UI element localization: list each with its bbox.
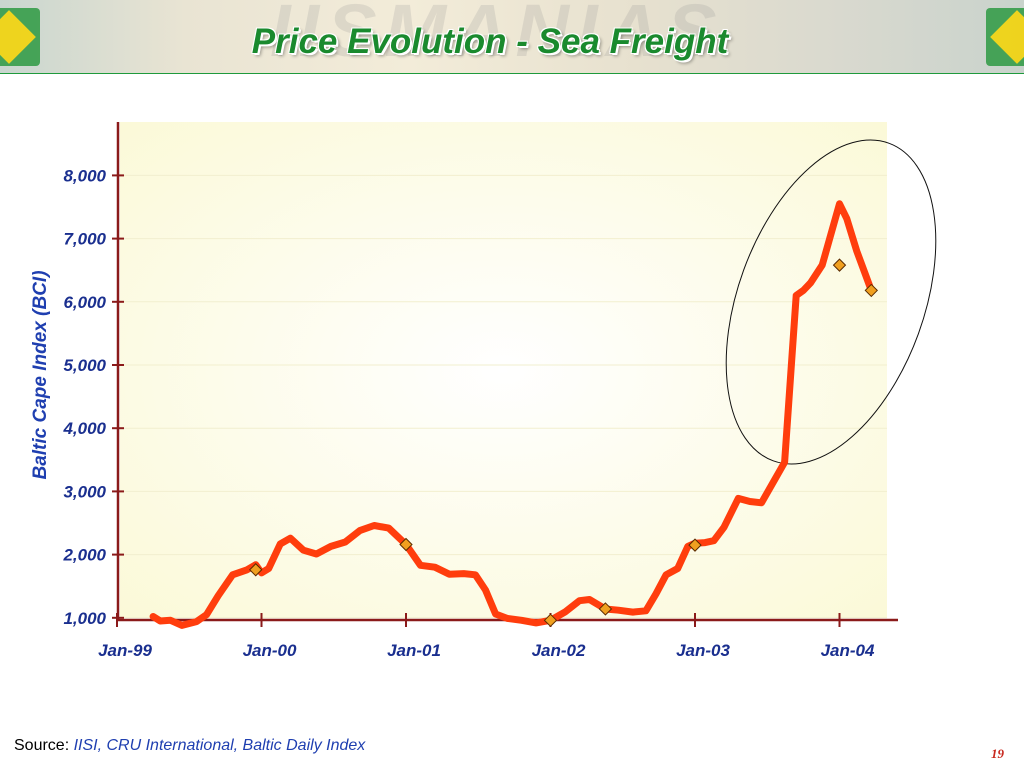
flag-icon-right bbox=[986, 8, 1024, 66]
series-line bbox=[149, 200, 875, 629]
y-tick-label: 7,000 bbox=[63, 230, 106, 249]
series-markers bbox=[249, 258, 878, 628]
header-banner: IISMANIAS bbox=[0, 0, 1024, 74]
data-point-marker bbox=[598, 602, 613, 616]
banner-background-graphic: IISMANIAS bbox=[270, 0, 725, 72]
x-tick-label: Jan-01 bbox=[387, 641, 441, 660]
y-tick-label: 4,000 bbox=[62, 419, 106, 438]
y-tick-label: 3,000 bbox=[63, 482, 106, 501]
data-point-marker bbox=[864, 283, 878, 298]
x-tick-label: Jan-02 bbox=[532, 641, 586, 660]
grid-lines bbox=[120, 174, 887, 619]
data-point-marker bbox=[399, 537, 413, 552]
source-label: Source: bbox=[14, 737, 74, 754]
x-tick-label: Jan-04 bbox=[821, 641, 875, 660]
y-tick-label: 2,000 bbox=[62, 546, 106, 565]
x-tick-label: Jan-99 bbox=[98, 641, 152, 660]
y-tick-label: 5,000 bbox=[63, 356, 106, 375]
source-value: IISI, CRU International, Baltic Daily In… bbox=[73, 737, 366, 754]
y-tick-label: 1,000 bbox=[63, 609, 106, 628]
data-point-marker bbox=[249, 563, 263, 577]
page-title: Price Evolution - Sea Freight bbox=[251, 22, 729, 61]
data-point-marker bbox=[688, 538, 702, 552]
data-point-marker bbox=[832, 258, 847, 272]
flag-icon-left bbox=[0, 8, 40, 66]
plot-area bbox=[120, 122, 887, 618]
x-axis: Jan-99 Jan-00 Jan-01 Jan-02 Jan-03 Jan-04 bbox=[97, 613, 898, 662]
x-tick-label: Jan-03 bbox=[676, 641, 730, 660]
data-point-marker bbox=[543, 613, 558, 628]
page-number: 19 bbox=[991, 746, 1004, 761]
highlight-ellipse bbox=[725, 139, 937, 465]
banner-divider bbox=[0, 73, 1024, 74]
x-tick-label: Jan-00 bbox=[243, 641, 297, 660]
y-axis: 1,000 2,000 3,000 4,000 5,000 6,000 7,000 8,000 bbox=[61, 122, 124, 629]
y-tick-label: 8,000 bbox=[63, 166, 106, 185]
source-note: Source: IISI, CRU International, Baltic … bbox=[14, 737, 365, 755]
y-tick-label: 6,000 bbox=[63, 293, 106, 312]
y-axis-title: Baltic Cape Index (BCI) bbox=[30, 270, 51, 479]
